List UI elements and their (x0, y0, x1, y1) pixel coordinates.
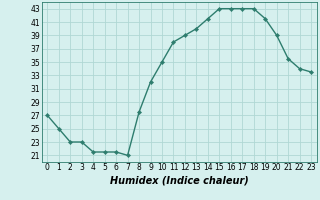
X-axis label: Humidex (Indice chaleur): Humidex (Indice chaleur) (110, 175, 249, 185)
